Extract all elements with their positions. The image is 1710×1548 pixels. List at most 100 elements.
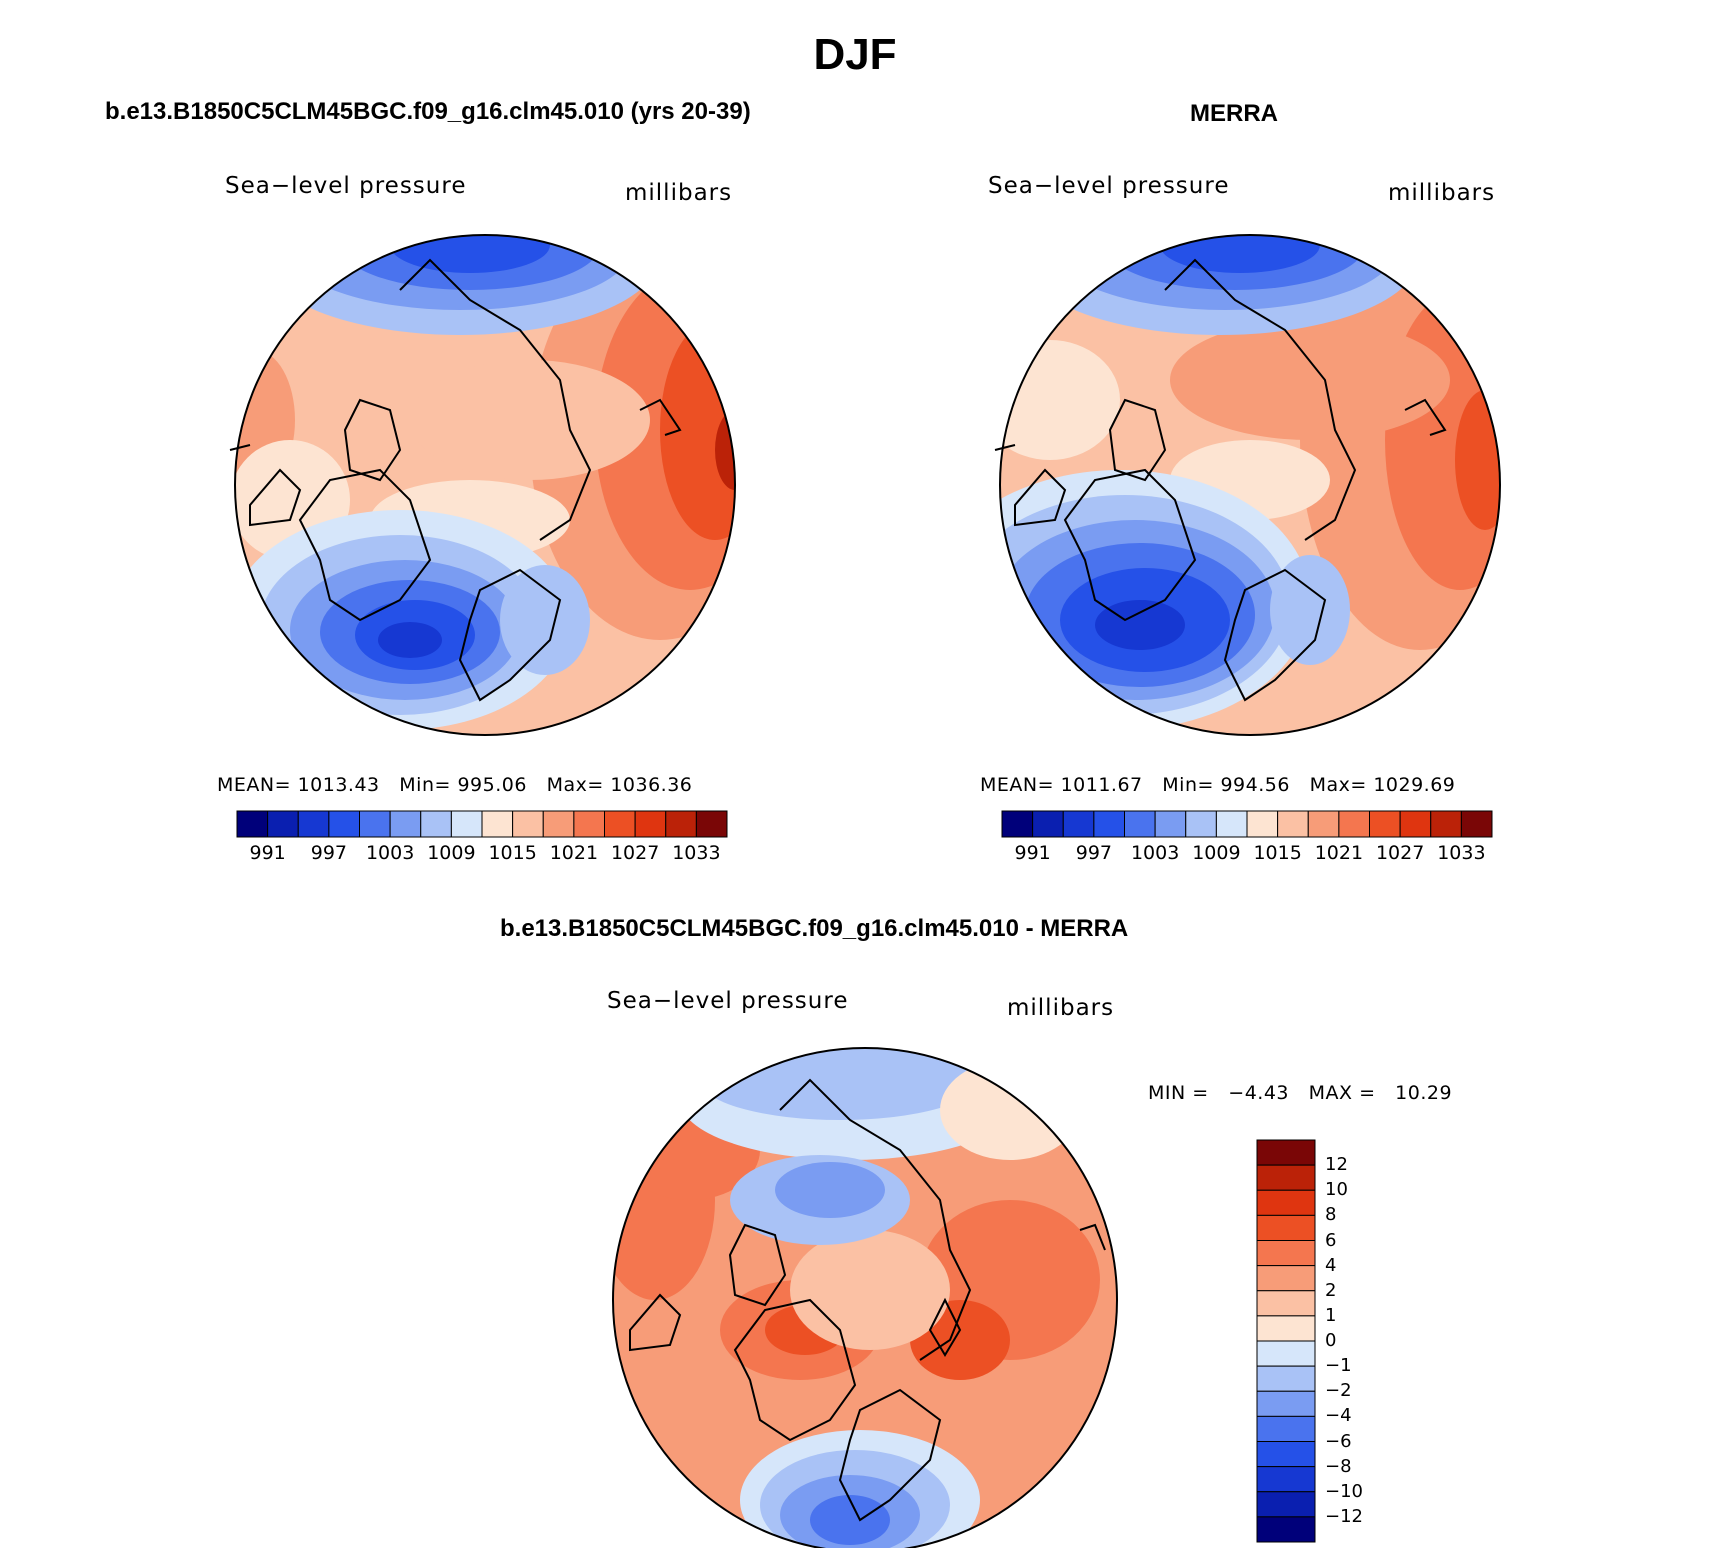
colorbar-swatch — [1256, 1441, 1316, 1468]
colorbar-tick-label: 1027 — [1375, 842, 1425, 864]
colorbar-tick-label: −8 — [1325, 1455, 1352, 1477]
colorbar-tick-label: −4 — [1325, 1405, 1352, 1427]
colorbar-swatch — [1256, 1466, 1316, 1493]
colorbar-tick-label: 1003 — [365, 842, 415, 864]
colorbar-tick-label: 12 — [1325, 1154, 1348, 1176]
colorbar-swatch — [573, 810, 605, 838]
panel-3-title: b.e13.B1850C5CLM45BGC.f09_g16.clm45.010 … — [500, 915, 1129, 942]
colorbar-swatch — [1246, 810, 1279, 838]
panel-1-units-label: millibars — [625, 180, 733, 206]
colorbar-tick-label: 997 — [310, 842, 347, 864]
max-value: 10.29 — [1395, 1082, 1453, 1104]
colorbar-swatch — [481, 810, 514, 838]
colorbar-swatch — [1001, 810, 1034, 838]
colorbar-swatch — [1256, 1240, 1316, 1267]
panel-1-variable-label: Sea−level pressure — [225, 173, 467, 199]
colorbar-tick-label: −6 — [1325, 1430, 1352, 1452]
colorbar-swatch — [542, 810, 575, 838]
max-label: MAX = — [1308, 1082, 1376, 1104]
colorbar-swatch — [1124, 810, 1156, 838]
colorbar-tick-label: 991 — [249, 842, 286, 864]
colorbar-swatch — [665, 810, 697, 838]
panel-3-stats: MIN = −4.43 MAX = 10.29 — [1148, 1082, 1452, 1104]
colorbar-swatch — [1256, 1365, 1316, 1392]
colorbar-swatch — [1399, 810, 1432, 838]
max-value: 1029.69 — [1373, 774, 1456, 796]
colorbar-tick-label: 997 — [1075, 842, 1112, 864]
panel-2-title: MERRA — [1190, 100, 1278, 127]
colorbar-swatch — [1369, 810, 1401, 838]
panel-2-variable-label: Sea−level pressure — [988, 173, 1230, 199]
colorbar-swatch — [634, 810, 667, 838]
mean-label: MEAN= — [980, 774, 1055, 796]
colorbar-merra — [1001, 810, 1493, 838]
mean-label: MEAN= — [217, 774, 292, 796]
colorbar-swatch — [512, 810, 544, 838]
mean-value: 1013.43 — [297, 774, 380, 796]
colorbar-tick-label: 1015 — [488, 842, 537, 864]
colorbar-swatch — [1256, 1340, 1316, 1367]
colorbar-swatch — [236, 810, 269, 838]
panel-2-units-label: millibars — [1388, 180, 1496, 206]
colorbar-tick-label: 10 — [1325, 1179, 1348, 1201]
min-value: −4.43 — [1228, 1082, 1290, 1104]
panel-1-title: b.e13.B1850C5CLM45BGC.f09_g16.clm45.010 … — [105, 98, 751, 125]
colorbar-tick-label: 991 — [1014, 842, 1051, 864]
colorbar-swatch — [1256, 1315, 1316, 1342]
colorbar-swatch — [1256, 1214, 1316, 1241]
panel-2-stats: MEAN= 1011.67 Min= 994.56 Max= 1029.69 — [980, 774, 1455, 796]
colorbar-swatch — [1307, 810, 1340, 838]
colorbar-tick-label: 2 — [1325, 1279, 1337, 1301]
colorbar-difference — [1256, 1139, 1316, 1543]
colorbar-tick-label: 1021 — [1314, 842, 1364, 864]
colorbar-tick-label: 1027 — [610, 842, 660, 864]
colorbar-swatch — [450, 810, 483, 838]
colorbar-swatch — [267, 810, 299, 838]
colorbar-swatch — [359, 810, 391, 838]
colorbar-tick-label: −1 — [1325, 1355, 1352, 1377]
min-value: 995.06 — [457, 774, 527, 796]
min-value: 994.56 — [1220, 774, 1290, 796]
colorbar-swatch — [1256, 1139, 1316, 1166]
panel-3-units-label: millibars — [1007, 995, 1115, 1021]
colorbar-swatch — [1277, 810, 1309, 838]
colorbar-swatch — [389, 810, 422, 838]
colorbar-swatch — [420, 810, 452, 838]
panel-1-stats: MEAN= 1013.43 Min= 995.06 Max= 1036.36 — [217, 774, 692, 796]
map-merra-slp — [994, 234, 1501, 736]
colorbar-tick-label: 1033 — [672, 842, 721, 864]
colorbar-swatch — [1256, 1390, 1316, 1417]
colorbar-swatch — [1430, 810, 1462, 838]
colorbar-tick-label: 1003 — [1130, 842, 1180, 864]
colorbar-tick-label: 6 — [1325, 1229, 1337, 1251]
colorbar-tick-label: 1015 — [1253, 842, 1302, 864]
colorbar-swatch — [1062, 810, 1095, 838]
max-label: Max= — [546, 774, 604, 796]
colorbar-swatch — [1256, 1164, 1316, 1191]
mean-value: 1011.67 — [1060, 774, 1143, 796]
colorbar-tick-label: 8 — [1325, 1204, 1337, 1226]
colorbar-swatch — [1256, 1290, 1316, 1317]
min-label: Min= — [1162, 774, 1214, 796]
colorbar-swatch — [1256, 1516, 1316, 1543]
colorbar-swatch — [1154, 810, 1187, 838]
colorbar-tick-label: 1009 — [1192, 842, 1241, 864]
colorbar-swatch — [1256, 1265, 1316, 1292]
max-label: Max= — [1309, 774, 1367, 796]
map-model-slp — [229, 234, 736, 736]
colorbar-swatch — [604, 810, 636, 838]
min-label: MIN = — [1148, 1082, 1209, 1104]
panel-3-variable-label: Sea−level pressure — [607, 988, 849, 1014]
page-title: DJF — [813, 30, 897, 79]
colorbar-swatch — [328, 810, 360, 838]
colorbar-tick-label: 1009 — [427, 842, 476, 864]
colorbar-tick-label: 1 — [1325, 1304, 1337, 1326]
colorbar-swatch — [1256, 1491, 1316, 1518]
colorbar-swatch — [1338, 810, 1370, 838]
max-value: 1036.36 — [610, 774, 693, 796]
colorbar-tick-label: 4 — [1325, 1254, 1337, 1276]
colorbar-swatch — [1460, 810, 1493, 838]
colorbar-tick-label: 0 — [1325, 1330, 1337, 1351]
colorbar-tick-label: −12 — [1325, 1505, 1363, 1527]
